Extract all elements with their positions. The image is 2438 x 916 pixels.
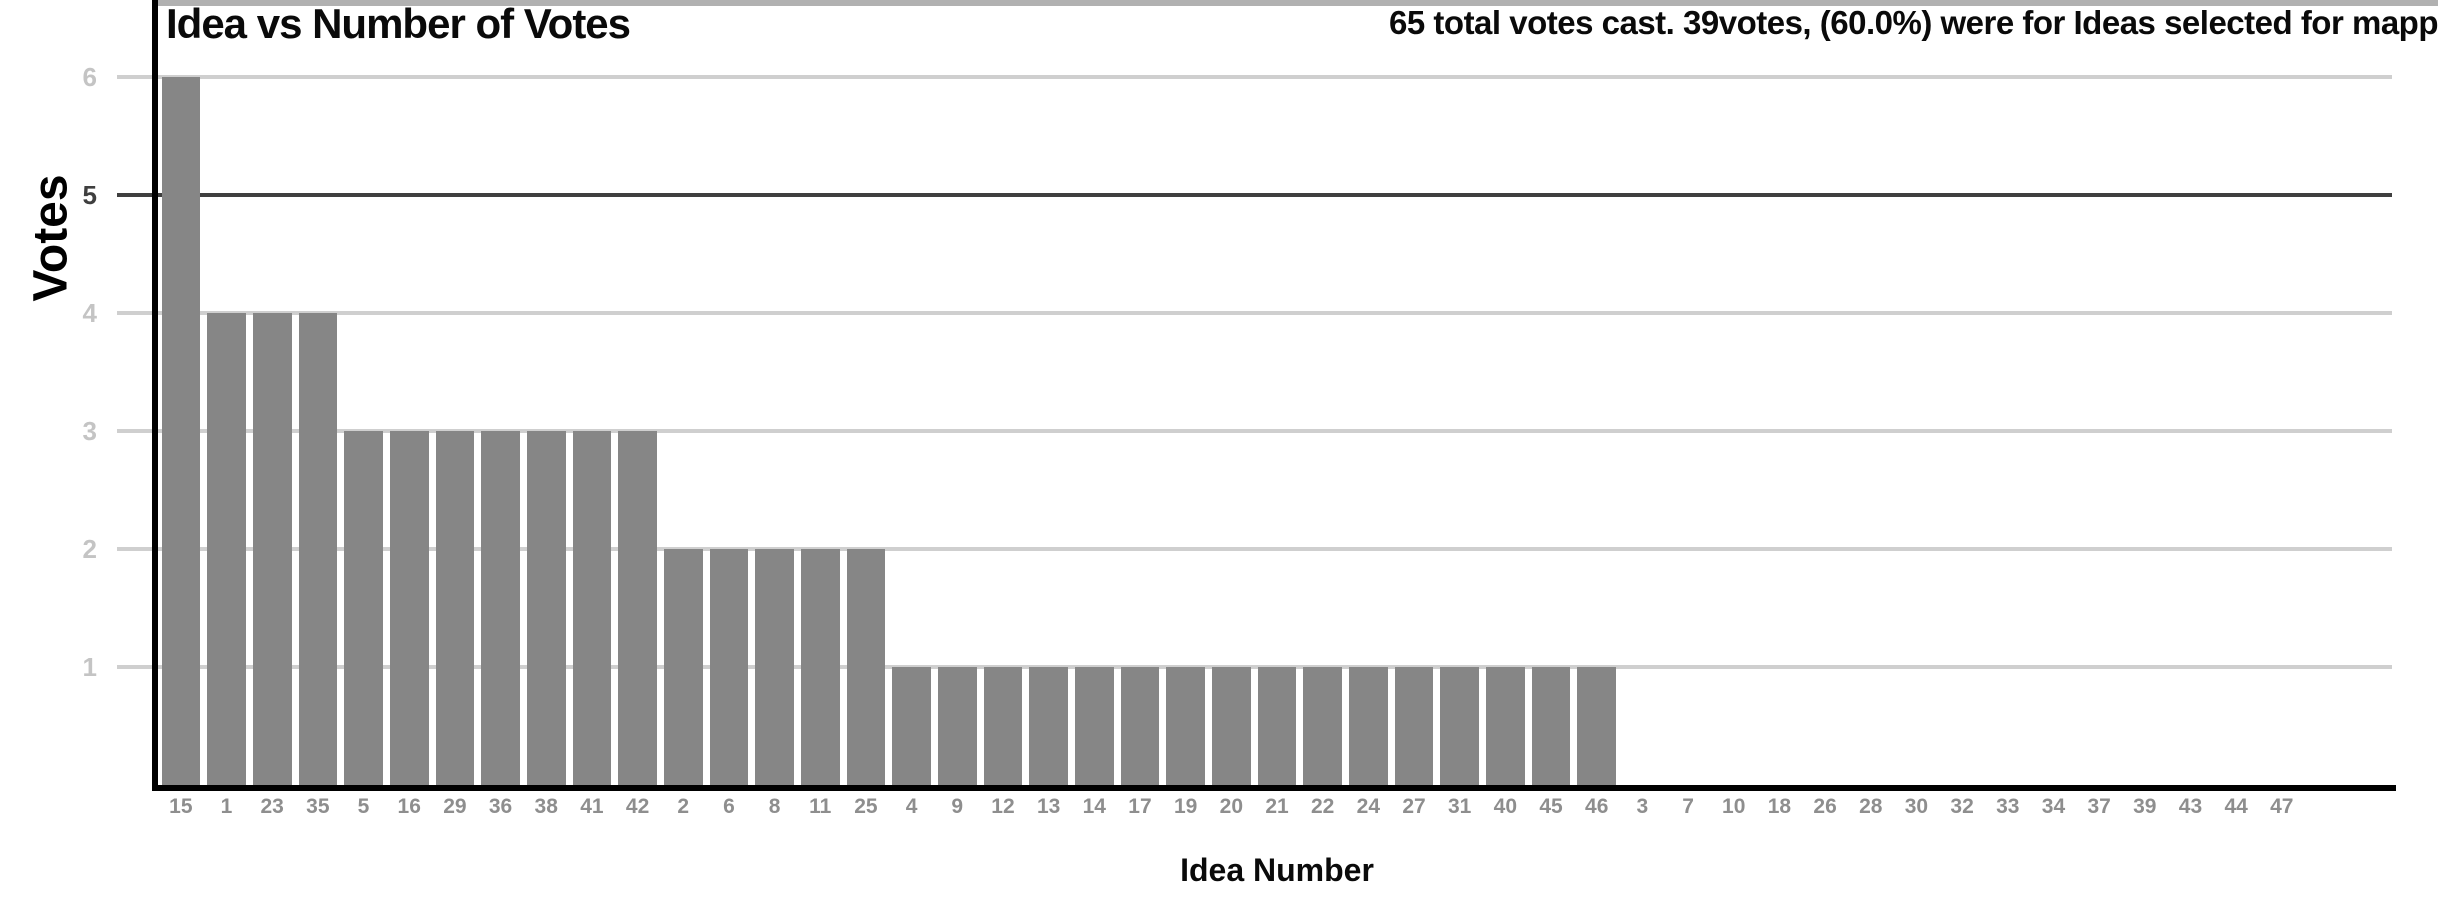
- x-tick-label-7: 7: [1682, 795, 1694, 818]
- x-tick-label-13: 13: [1036, 795, 1061, 818]
- x-tick-label-41: 41: [580, 795, 604, 818]
- y-tick-label-3: 3: [82, 416, 97, 446]
- x-tick-label-25: 25: [854, 795, 878, 818]
- x-tick-label-46: 46: [1585, 795, 1609, 818]
- x-tick-label-34: 34: [2041, 795, 2066, 818]
- bar-idea-5: [344, 431, 383, 785]
- y-tick-label-6: 6: [82, 62, 97, 92]
- x-tick-label-11: 11: [809, 795, 832, 818]
- gridline-y6: [117, 75, 2392, 79]
- bar-idea-29: [435, 431, 475, 785]
- bar-idea-17: [1120, 667, 1160, 785]
- bar-idea-13: [1029, 667, 1068, 785]
- x-tick-label-19: 19: [1173, 795, 1198, 818]
- bar-idea-11: [800, 549, 840, 785]
- bar-idea-4: [892, 667, 931, 785]
- bar-idea-21: [1257, 667, 1297, 785]
- x-tick-label-42: 42: [625, 795, 650, 818]
- x-tick-label-14: 14: [1082, 795, 1106, 818]
- x-tick-label-16: 16: [397, 795, 421, 818]
- x-tick-label-12: 12: [991, 795, 1015, 818]
- x-tick-label-8: 8: [768, 795, 781, 818]
- bar-idea-45: [1531, 667, 1571, 785]
- votes-summary-annotation: 65 total votes cast. 39votes, (60.0%) we…: [1389, 4, 2438, 41]
- bar-idea-12: [983, 667, 1023, 785]
- gridline-y3: [117, 429, 2392, 433]
- chart-title: Idea vs Number of Votes: [166, 0, 631, 47]
- bar-idea-31: [1440, 667, 1480, 785]
- bar-idea-27: [1394, 667, 1434, 785]
- bar-idea-6: [709, 549, 749, 785]
- bar-idea-15: [161, 77, 201, 785]
- x-tick-label-15: 15: [169, 795, 193, 818]
- bar-idea-1: [207, 313, 246, 785]
- x-tick-label-21: 21: [1265, 795, 1289, 818]
- y-tick-label-2: 2: [82, 534, 97, 564]
- x-tick-label-31: 31: [1448, 795, 1472, 818]
- bar-idea-22: [1303, 667, 1342, 785]
- x-tick-label-36: 36: [488, 795, 513, 818]
- bar-idea-40: [1486, 667, 1525, 785]
- x-tick-label-4: 4: [905, 795, 918, 818]
- x-axis-line: [152, 785, 2396, 791]
- x-tick-label-24: 24: [1356, 795, 1381, 818]
- bar-idea-19: [1166, 667, 1205, 785]
- x-tick-label-26: 26: [1813, 795, 1837, 818]
- x-tick-label-29: 29: [443, 795, 467, 818]
- x-tick-label-22: 22: [1310, 795, 1335, 818]
- bar-idea-42: [618, 431, 657, 785]
- x-tick-label-1: 1: [220, 795, 233, 818]
- x-tick-label-27: 27: [1402, 795, 1426, 818]
- bar-idea-38: [526, 431, 566, 785]
- x-tick-label-30: 30: [1904, 795, 1929, 818]
- bar-idea-41: [572, 431, 612, 785]
- x-tick-label-43: 43: [2178, 795, 2203, 818]
- bar-idea-14: [1074, 667, 1114, 785]
- y-tick-label-4: 4: [82, 298, 97, 328]
- x-tick-label-20: 20: [1219, 795, 1243, 818]
- y-tick-label-5: 5: [82, 180, 97, 210]
- x-tick-label-37: 37: [2087, 795, 2111, 818]
- x-tick-label-6: 6: [723, 795, 735, 818]
- x-tick-label-47: 47: [2270, 795, 2294, 818]
- gridline-y1: [117, 665, 2392, 669]
- x-axis-title: Idea Number: [1180, 852, 1374, 888]
- x-tick-label-45: 45: [1539, 795, 1563, 818]
- y-axis-line: [152, 0, 158, 791]
- gridline-y4: [117, 311, 2392, 315]
- bar-idea-46: [1577, 667, 1617, 785]
- x-tick-label-44: 44: [2224, 795, 2248, 818]
- bar-idea-35: [298, 313, 338, 785]
- bar-idea-16: [389, 431, 429, 785]
- x-tick-label-39: 39: [2133, 795, 2157, 818]
- bar-idea-36: [481, 431, 520, 785]
- bar-idea-23: [252, 313, 292, 785]
- gridline-y5: [117, 193, 2392, 197]
- bar-idea-24: [1349, 667, 1388, 785]
- x-tick-label-10: 10: [1722, 795, 1746, 818]
- x-tick-label-2: 2: [677, 795, 690, 818]
- x-tick-label-3: 3: [1636, 795, 1649, 818]
- y-tick-label-1: 1: [82, 652, 97, 682]
- bar-idea-9: [937, 667, 977, 785]
- x-tick-label-33: 33: [1996, 795, 2020, 818]
- bar-idea-8: [755, 549, 794, 785]
- x-tick-label-40: 40: [1493, 795, 1518, 818]
- x-tick-label-5: 5: [357, 795, 370, 818]
- x-tick-label-17: 17: [1128, 795, 1152, 818]
- x-tick-label-35: 35: [306, 795, 330, 818]
- chart-top-border: [158, 0, 2438, 6]
- x-tick-label-18: 18: [1767, 795, 1792, 818]
- x-tick-label-23: 23: [260, 795, 284, 818]
- x-tick-label-28: 28: [1859, 795, 1883, 818]
- bar-idea-20: [1211, 667, 1251, 785]
- x-tick-label-32: 32: [1950, 795, 1974, 818]
- bar-idea-25: [846, 549, 886, 785]
- x-tick-label-9: 9: [951, 795, 964, 818]
- x-tick-label-38: 38: [534, 795, 558, 818]
- gridline-y2: [117, 547, 2392, 551]
- bar-idea-2: [663, 549, 703, 785]
